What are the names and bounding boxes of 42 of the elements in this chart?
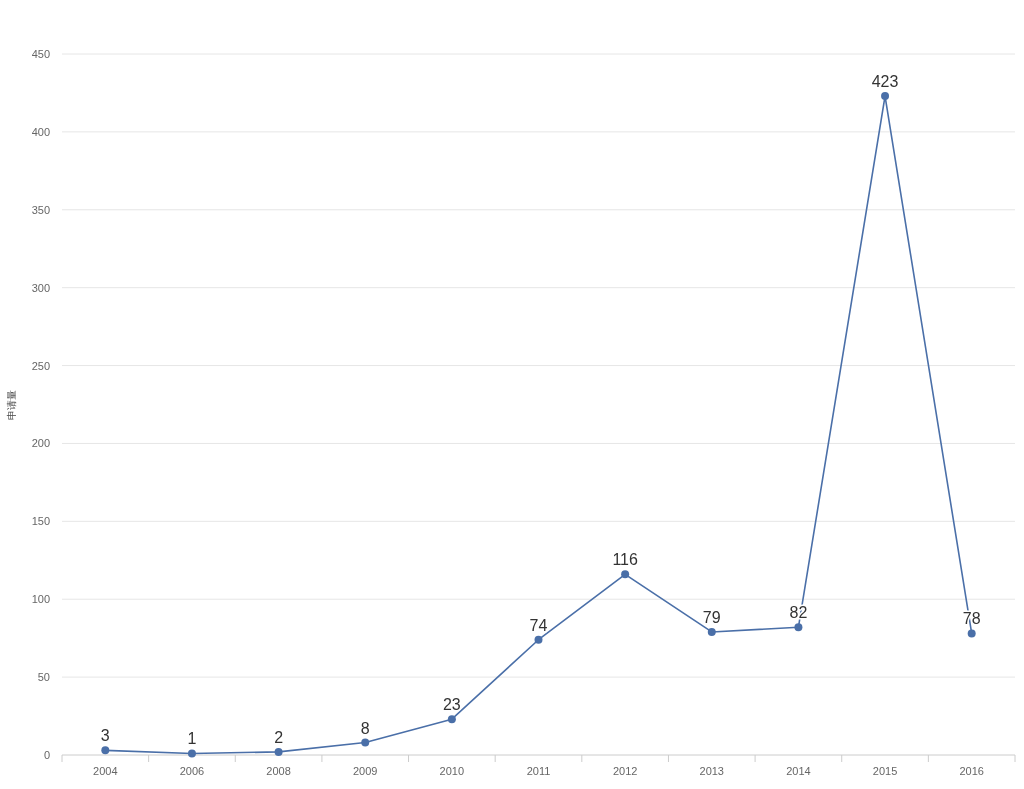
point xyxy=(447,715,456,724)
x-tick-label: 2015 xyxy=(872,765,898,777)
point xyxy=(881,92,890,101)
y-tick-label: 350 xyxy=(31,203,50,216)
x-tick-label: 2010 xyxy=(439,765,465,777)
x-tick-label: 2013 xyxy=(699,765,725,777)
x-tick-label: 2014 xyxy=(786,765,811,777)
x-tick-label: 2009 xyxy=(352,765,378,777)
y-tick-label: 300 xyxy=(31,281,50,294)
point xyxy=(274,747,283,756)
y-tick-label: 200 xyxy=(31,437,50,450)
data-label: 1 xyxy=(187,730,197,748)
x-tick-label: 2004 xyxy=(93,765,118,777)
data-label: 2 xyxy=(274,728,284,746)
y-tick-label: 450 xyxy=(31,48,50,60)
point xyxy=(101,746,110,755)
y-tick-label: 0 xyxy=(43,749,50,761)
data-label: 79 xyxy=(702,608,721,626)
data-label: 8 xyxy=(360,719,370,737)
point xyxy=(707,627,716,636)
x-tick-label: 2011 xyxy=(526,765,551,777)
x-tick-label: 2006 xyxy=(179,765,205,777)
y-tick-label: 50 xyxy=(37,671,50,684)
y-tick-label: 400 xyxy=(31,125,50,138)
y-tick-label: 100 xyxy=(31,593,50,606)
data-label: 23 xyxy=(442,696,461,714)
data-label: 116 xyxy=(612,551,638,569)
point xyxy=(361,738,370,747)
x-tick-label: 2016 xyxy=(959,765,984,777)
x-tick-label: 2012 xyxy=(612,765,638,777)
point xyxy=(794,623,803,632)
point xyxy=(187,749,196,758)
y-axis-title: 申请量 xyxy=(5,389,17,420)
y-tick-label: 250 xyxy=(31,359,50,372)
x-tick-label: 2008 xyxy=(266,765,291,777)
data-label: 74 xyxy=(529,616,548,634)
data-label: 3 xyxy=(100,727,110,745)
point xyxy=(621,570,630,579)
point xyxy=(534,635,543,644)
point xyxy=(967,629,976,638)
data-label: 423 xyxy=(871,73,899,91)
y-tick-label: 150 xyxy=(31,515,50,528)
